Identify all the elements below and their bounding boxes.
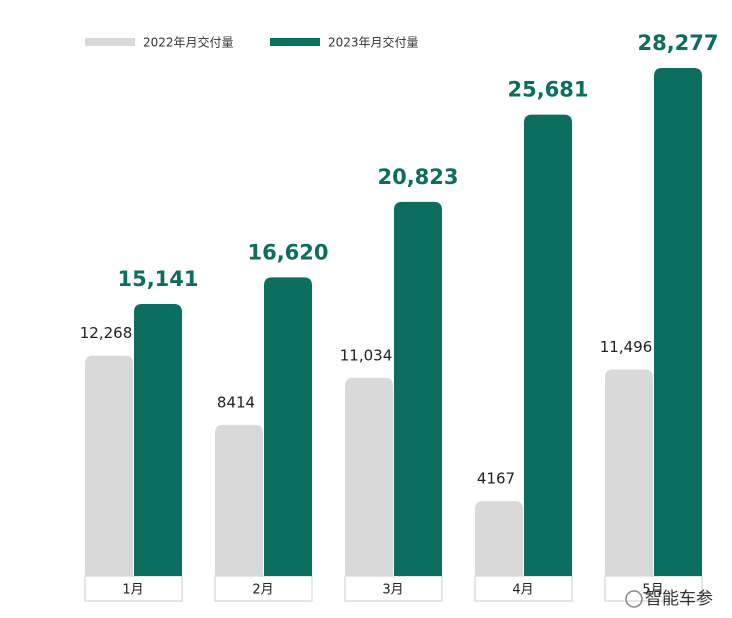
x-tick-label: 1月 [122,583,143,598]
value-label: 11,496 [600,338,653,356]
value-label: 16,620 [247,240,328,264]
value-label: 20,823 [377,165,458,189]
plot: 2022年月交付量 2023年月交付量 1月 12,268 15,141 2月 8414 16… [80,31,719,602]
watermark: 智能车参 [625,589,713,609]
x-tick-label: 3月 [382,583,403,598]
bar [394,201,442,576]
watermark-icon [625,590,643,608]
bar [605,369,653,576]
value-label: 8414 [217,393,255,411]
value-label: 25,681 [507,78,588,102]
bar [85,355,133,576]
category-box [604,575,703,602]
value-label: 4167 [477,470,515,488]
legend-label: 2022年月交付量 [143,35,234,50]
legend-label: 2023年月交付量 [328,35,419,50]
bar [215,424,263,576]
bar [264,277,312,576]
x-tick-label: 4月 [512,583,533,598]
category-box [474,575,573,602]
bar [524,114,572,576]
bar [654,68,702,576]
category-box [214,575,313,602]
value-label: 12,268 [80,324,133,342]
value-label: 11,034 [340,346,393,364]
value-label: 28,277 [637,31,718,55]
legend-swatch [270,38,320,46]
value-label: 15,141 [117,267,198,291]
watermark-text: 智能车参 [645,589,713,609]
category-box [84,575,183,602]
bar [134,303,182,576]
bar [475,501,523,576]
legend-swatch [85,38,135,46]
x-tick-label: 5月 [642,583,663,598]
bar [345,377,393,576]
x-tick-label: 2月 [252,583,273,598]
category-box [344,575,443,602]
